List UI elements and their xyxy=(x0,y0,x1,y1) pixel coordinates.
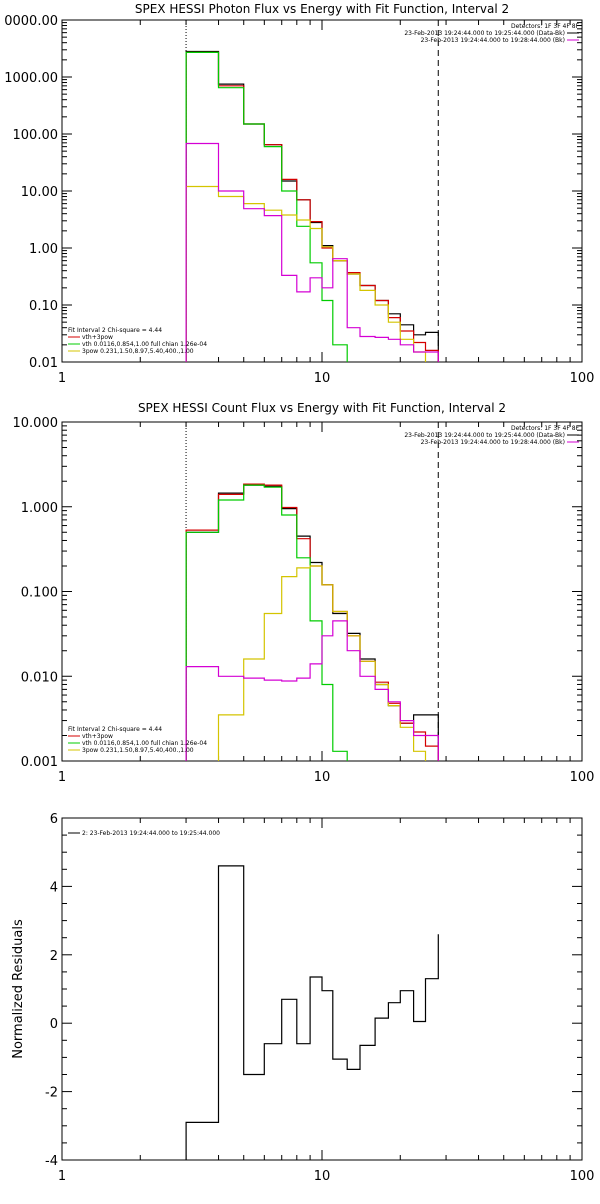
legend-entry: vth 0.0116,0.854,1.00 full chian 1.26e-0… xyxy=(82,341,207,348)
legend-entry: 2: 23-Feb-2013 19:24:44.000 to 19:25:44.… xyxy=(82,830,220,837)
series-vth-3pow xyxy=(185,51,439,362)
legend-entry: 3pow 0.231,1.50,8.97,5.40,400.,1.00 xyxy=(82,747,194,754)
x-tick-label: 10 xyxy=(314,1169,331,1184)
legend-header: Fit Interval 2 Chi-square = 4.44 xyxy=(68,327,162,334)
series-vth xyxy=(185,51,348,362)
legend-entry: 23-Feb-2013 19:24:44.000 to 19:28:44.000… xyxy=(421,37,565,44)
chart-panel-3: 1 10 100 -4 -2 0 2 4 6 Normalized Residuals 2: 23-… xyxy=(11,812,594,1184)
x-tick-label: 100 xyxy=(570,371,595,386)
legend-entry: 23-Feb-2013 19:24:44.000 to 19:25:44.000… xyxy=(404,30,565,37)
x-tick-label: 100 xyxy=(570,770,595,785)
y-tick-label: 10.000 xyxy=(13,416,59,431)
y-tick-label: 1.000 xyxy=(21,501,58,516)
y-tick-label: 0 xyxy=(50,1017,58,1032)
legend-header: Fit Interval 2 Chi-square = 4.44 xyxy=(68,726,162,733)
y-tick-label: 1000.00 xyxy=(4,71,58,86)
y-tick-label: -4 xyxy=(45,1154,58,1169)
series-3pow xyxy=(185,185,427,362)
legend-detectors: Detectors: 1F 3F 4F 8F xyxy=(511,425,580,432)
x-tick-label: 1 xyxy=(58,1169,66,1184)
legend-bottom-left: Fit Interval 2 Chi-square = 4.44vth+3pow… xyxy=(68,327,207,355)
x-tick-label: 100 xyxy=(570,1169,595,1184)
y-tick-label: 0.010 xyxy=(21,670,58,685)
y-tick-label: 0.001 xyxy=(21,755,58,770)
chart-title: SPEX HESSI Photon Flux vs Energy with Fi… xyxy=(135,2,509,16)
legend-entry: 23-Feb-2013 19:24:44.000 to 19:28:44.000… xyxy=(421,439,565,446)
y-tick-label: 0.01 xyxy=(29,356,58,371)
plot-frame xyxy=(61,19,583,363)
chart-panel-2: SPEX HESSI Count Flux vs Energy with Fit… xyxy=(13,401,595,785)
y-tick-label: 6 xyxy=(50,812,58,827)
x-tick-label: 10 xyxy=(314,371,331,386)
series-bk xyxy=(185,142,439,362)
y-tick-label: 0000.00 xyxy=(4,14,58,29)
x-tick-label: 1 xyxy=(58,770,66,785)
y-tick-label: 0.100 xyxy=(21,586,58,601)
plot-frame xyxy=(61,421,583,762)
legend-entry: vth+3pow xyxy=(82,733,113,740)
y-tick-label: 0.10 xyxy=(29,299,58,314)
series-vth xyxy=(185,484,348,761)
y-tick-label: 2 xyxy=(50,949,58,964)
series-3pow xyxy=(217,565,427,761)
y-tick-label: 100.00 xyxy=(13,128,59,143)
chart-title: SPEX HESSI Count Flux vs Energy with Fit… xyxy=(138,401,506,415)
y-tick-label: 4 xyxy=(50,880,58,895)
x-tick-label: 10 xyxy=(314,770,331,785)
legend-bottom-left: Fit Interval 2 Chi-square = 4.44vth+3pow… xyxy=(68,726,207,754)
y-tick-label: 10.00 xyxy=(21,185,58,200)
series-2-23-feb-2013-19-24-44-000-to-19-25-44-000 xyxy=(185,865,439,1160)
y-tick-label: -2 xyxy=(45,1086,58,1101)
legend-entry: vth 0.0116,0.854,1.00 full chian 1.26e-0… xyxy=(82,740,207,747)
x-tick-label: 1 xyxy=(58,371,66,386)
chart-panel-1: SPEX HESSI Photon Flux vs Energy with Fi… xyxy=(4,2,594,386)
legend-entry: vth+3pow xyxy=(82,334,113,341)
legend-entry: 3pow 0.231,1.50,8.97,5.40,400.,1.00 xyxy=(82,348,194,355)
legend-entry: 23-Feb-2013 19:24:44.000 to 19:25:44.000… xyxy=(404,432,565,439)
legend-top-left: 2: 23-Feb-2013 19:24:44.000 to 19:25:44.… xyxy=(68,830,220,837)
y-axis-label: Normalized Residuals xyxy=(11,919,26,1059)
series-bk xyxy=(185,620,439,761)
legend-detectors: Detectors: 1F 3F 4F 8F xyxy=(511,23,580,30)
y-tick-label: 1.00 xyxy=(29,242,58,257)
